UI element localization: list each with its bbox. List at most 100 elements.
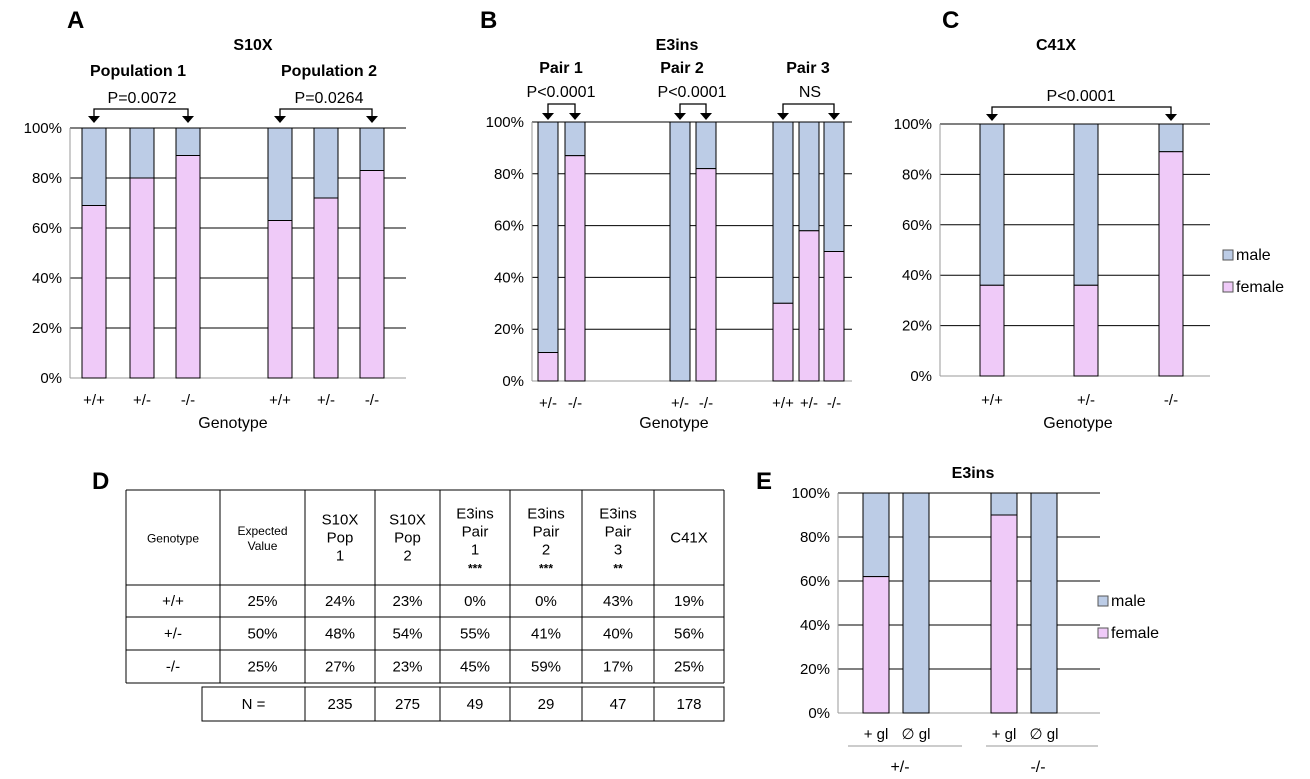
- n-value-cell: 47: [610, 696, 627, 713]
- table-cell: 0%: [535, 593, 557, 610]
- bracket-line: [679, 103, 707, 114]
- x-tick-label-c: +/+: [981, 392, 1003, 409]
- bar-male: [979, 123, 1005, 286]
- bracket-arrow: [828, 113, 840, 120]
- significance-stars: ***: [539, 562, 553, 576]
- pvalue-population-1: P=0.0072: [108, 90, 177, 107]
- table-header-cell: E3ins: [527, 506, 565, 523]
- panel-a-title: S10X: [233, 37, 272, 54]
- bar-male: [798, 121, 820, 232]
- bar-male: [772, 121, 794, 304]
- x-tick-label-b: +/-: [671, 395, 689, 412]
- x-tick-label-a: -/-: [181, 392, 195, 409]
- x-tick-label-e: + gl: [992, 726, 1017, 743]
- y-tick-label-b: 60%: [494, 218, 524, 235]
- legend-label-male: male: [1111, 593, 1146, 610]
- n-value-cell: 49: [467, 696, 484, 713]
- table-header-cell: 2: [542, 542, 550, 559]
- x-tick-label-a: +/+: [269, 392, 291, 409]
- bar-female: [313, 197, 339, 379]
- table-cell: 54%: [392, 626, 422, 643]
- table-header-cell: Genotype: [147, 532, 199, 546]
- group-label-pair-2: Pair 2: [660, 60, 704, 77]
- table-cell: 24%: [325, 593, 355, 610]
- bar-male: [902, 492, 930, 714]
- table-cell: 43%: [603, 593, 633, 610]
- x-tick-label-e: ∅ gl: [902, 726, 931, 743]
- bar-female: [129, 177, 155, 379]
- chart-b: 0% 20% 40% 60% 80% 100% +/- -/- +/- -/- +/+ +/- -/-: [486, 114, 852, 412]
- bar-male: [267, 127, 293, 221]
- significance-stars: **: [613, 562, 623, 576]
- bar-male: [129, 127, 155, 179]
- table-cell: 56%: [674, 626, 704, 643]
- table-header-cell: S10X: [389, 512, 426, 529]
- table-cell: 41%: [531, 626, 561, 643]
- panel-c-title: C41X: [1036, 37, 1076, 54]
- panel-e-group-labels: +/- -/-: [848, 745, 1098, 776]
- table-cell: 27%: [325, 659, 355, 676]
- table-header-cell: Pop: [327, 530, 354, 547]
- bracket-arrow: [542, 113, 554, 120]
- x-tick-label-b: -/-: [699, 395, 713, 412]
- y-tick-label-c: 40%: [902, 267, 932, 284]
- legend-label-male: male: [1236, 247, 1271, 264]
- x-tick-label-e: ∅ gl: [1030, 726, 1059, 743]
- bar-female: [175, 155, 201, 379]
- table-header-cell: S10X: [322, 512, 359, 529]
- bar-male: [1073, 123, 1099, 286]
- y-tick-label-e: 40%: [800, 617, 830, 634]
- y-tick-label-e: 60%: [800, 573, 830, 590]
- bracket-arrow: [366, 116, 378, 123]
- bar-female: [823, 251, 845, 382]
- table-cell: 48%: [325, 626, 355, 643]
- legend-label-female: female: [1111, 625, 1159, 642]
- panel-e-title: E3ins: [952, 465, 995, 482]
- table-cell: -/-: [166, 659, 180, 676]
- significance-brackets: [88, 103, 1177, 123]
- y-tick-label-c: 100%: [894, 116, 932, 133]
- n-value-cell: 275: [395, 696, 420, 713]
- y-tick-label-b: 20%: [494, 321, 524, 338]
- pvalue-population-2: P=0.0264: [295, 90, 364, 107]
- x-tick-label-b: +/-: [539, 395, 557, 412]
- legend-swatch-female: [1222, 281, 1234, 293]
- bracket-arrow: [182, 116, 194, 123]
- x-axis-label-a: Genotype: [198, 415, 267, 432]
- bracket-line: [279, 108, 373, 117]
- panel-b-label: B: [480, 7, 497, 34]
- table-cell: 0%: [464, 593, 486, 610]
- group-label-pair-3: Pair 3: [786, 60, 830, 77]
- x-tick-label-c: +/-: [1077, 392, 1095, 409]
- table-cell: +/+: [162, 593, 184, 610]
- y-tick-label-a: 20%: [32, 320, 62, 337]
- chart-e: 0% 20% 40% 60% 80% 100% + gl ∅ gl + gl ∅ gl: [792, 485, 1100, 743]
- significance-stars: ***: [468, 562, 482, 576]
- table-header-cell: Pair: [462, 524, 489, 541]
- bracket-line: [782, 103, 835, 114]
- bar-male: [81, 127, 107, 206]
- bar-male: [990, 492, 1018, 516]
- x-tick-label-a: -/-: [365, 392, 379, 409]
- bar-female: [267, 220, 293, 379]
- bar-female: [772, 302, 794, 382]
- legend-swatch-male: [1097, 595, 1109, 607]
- table-header-cell: 3: [614, 542, 622, 559]
- x-tick-label-a: +/-: [317, 392, 335, 409]
- table-header-cell: C41X: [670, 530, 708, 547]
- n-value-cell: 29: [538, 696, 555, 713]
- group-label-population-2: Population 2: [281, 63, 377, 80]
- y-tick-label-c: 60%: [902, 217, 932, 234]
- bar-female: [1073, 284, 1099, 377]
- group-label-hom: -/-: [1030, 759, 1045, 776]
- bar-male: [175, 127, 201, 156]
- bracket-arrow: [88, 116, 100, 123]
- y-tick-label-c: 0%: [910, 368, 932, 385]
- y-tick-label-a: 80%: [32, 170, 62, 187]
- x-tick-label-b: +/-: [800, 395, 818, 412]
- table-cell: 23%: [392, 659, 422, 676]
- table-cell: 17%: [603, 659, 633, 676]
- table-cell: 25%: [247, 593, 277, 610]
- genotype-table: GenotypeExpectedValueS10XPop1S10XPop2E3i…: [125, 489, 725, 722]
